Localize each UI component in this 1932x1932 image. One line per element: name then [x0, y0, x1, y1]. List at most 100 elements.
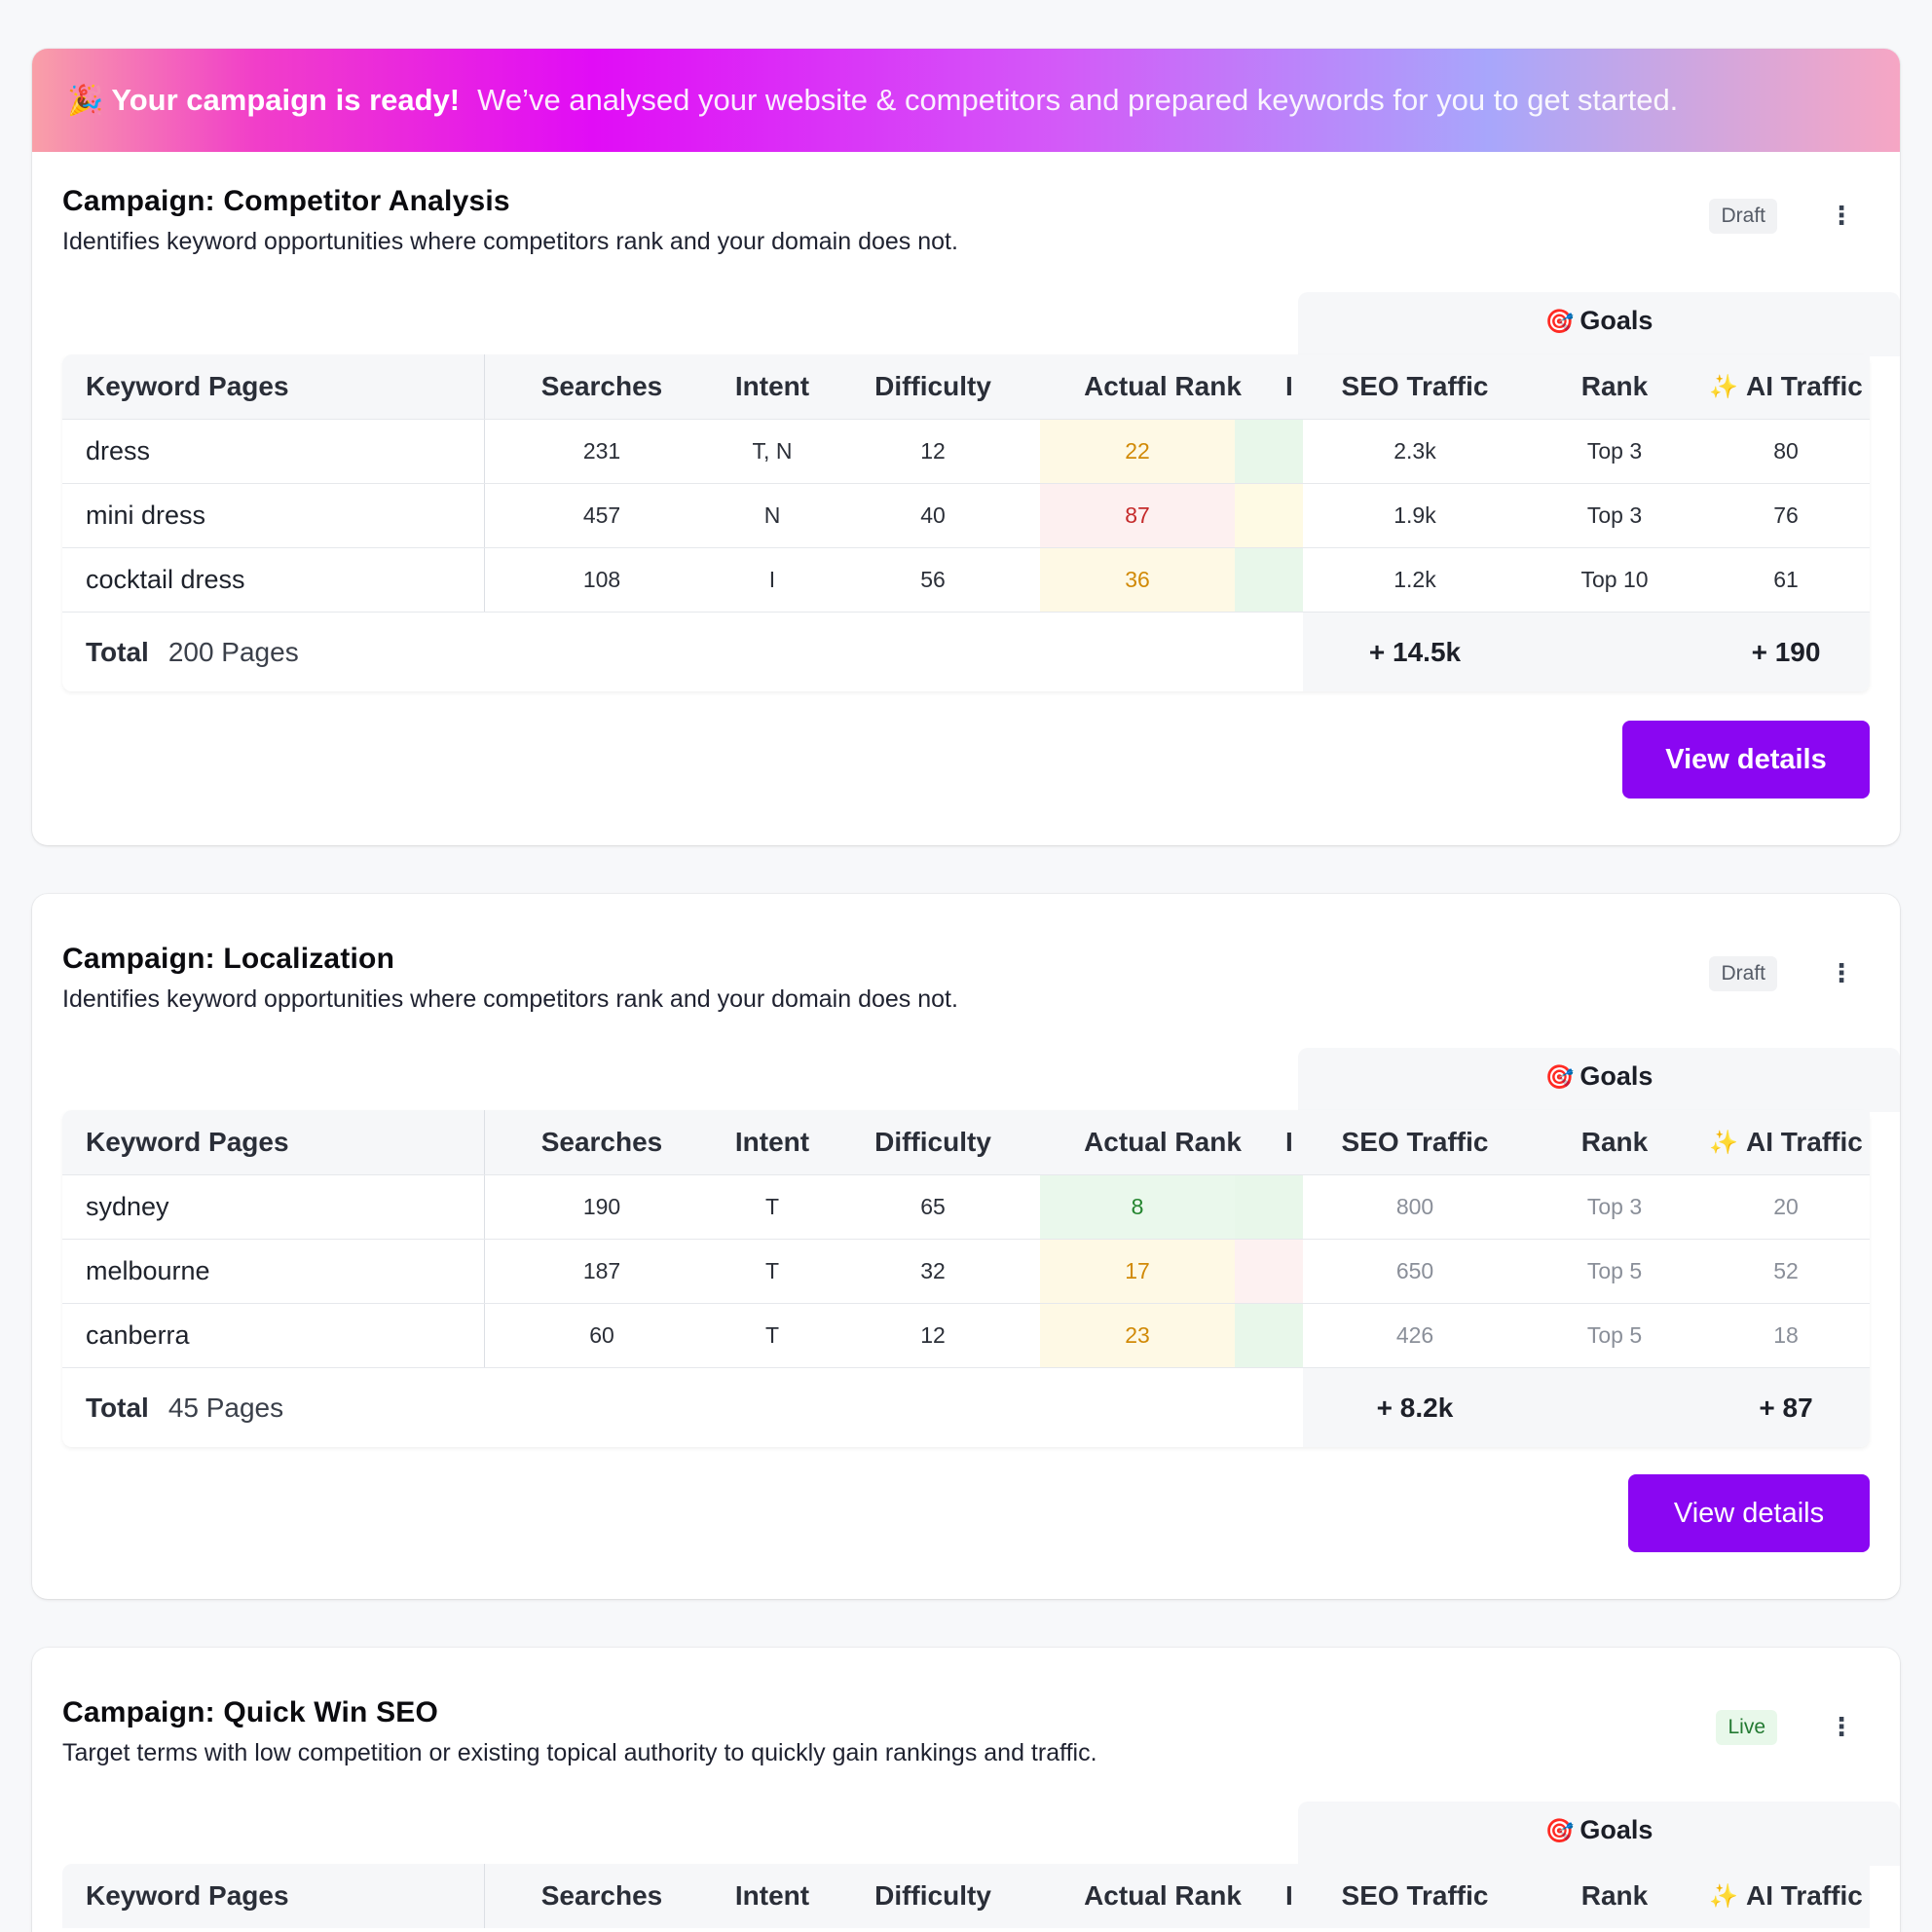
goals-label: Goals: [1579, 306, 1653, 335]
col-searches[interactable]: Searches: [540, 1880, 663, 1911]
keyword-cell: melbourne: [62, 1240, 485, 1303]
col-seo-traffic[interactable]: SEO Traffic: [1341, 371, 1489, 401]
col-keyword-pages[interactable]: Keyword Pages: [62, 354, 485, 419]
sparkles-icon: ✨: [1709, 1882, 1739, 1910]
goals-label: Goals: [1579, 1815, 1653, 1844]
col-searches[interactable]: Searches: [540, 371, 663, 401]
table-row[interactable]: dress 231 T, N 12 22 2.3k Top 3 80: [62, 419, 1870, 483]
table-header-row: Keyword Pages Searches Intent Difficulty…: [62, 354, 1870, 419]
total-ai-traffic: + 87: [1759, 1392, 1813, 1423]
banner-message: We’ve analysed your website & competitor…: [477, 83, 1679, 117]
col-keyword-pages[interactable]: Keyword Pages: [62, 1110, 485, 1174]
difficulty-cell: 12: [920, 1322, 946, 1348]
goals-panel: 🎯 Goals: [1298, 292, 1900, 356]
table-row[interactable]: cocktail dress 108 I 56 36 1.2k Top 10 6…: [62, 547, 1870, 612]
actual-rank-cell: 87: [1040, 484, 1235, 547]
table-header-row: Keyword Pages Searches Intent Difficulty…: [62, 1110, 1870, 1174]
searches-cell: 60: [589, 1322, 614, 1348]
total-seo-traffic: + 8.2k: [1376, 1392, 1454, 1423]
col-actual-rank[interactable]: Actual Rank: [1084, 371, 1242, 401]
party-popper-icon: 🎉: [67, 84, 104, 117]
total-row: Total 45 Pages + 8.2k + 87: [62, 1367, 1870, 1447]
col-ai-traffic[interactable]: ✨ AI Traffic: [1702, 1864, 1870, 1928]
table-row[interactable]: melbourne 187 T 32 17 650 Top 5 52: [62, 1239, 1870, 1303]
campaign-card-localization: Campaign: Localization Identifies keywor…: [32, 894, 1900, 1599]
seo-traffic-cell: 2.3k: [1393, 438, 1436, 464]
col-seo-traffic[interactable]: SEO Traffic: [1341, 1127, 1489, 1157]
col-keyword-pages[interactable]: Keyword Pages: [62, 1864, 485, 1928]
seo-traffic-cell: 1.2k: [1393, 567, 1436, 592]
target-icon: 🎯: [1544, 1818, 1575, 1844]
keyword-cell: dress: [62, 420, 485, 483]
rank-change-cell: [1235, 1304, 1303, 1367]
col-intent[interactable]: Intent: [734, 1880, 810, 1911]
seo-traffic-cell: 426: [1395, 1322, 1434, 1348]
table-row[interactable]: canberra 60 T 12 23 426 Top 5 18: [62, 1303, 1870, 1367]
campaign-card-competitor-analysis: 🎉 Your campaign is ready! We’ve analysed…: [32, 49, 1900, 845]
keyword-table: Keyword Pages Searches Intent Difficulty…: [62, 354, 1870, 691]
goals-label: Goals: [1579, 1061, 1653, 1091]
target-icon: 🎯: [1544, 1064, 1575, 1091]
col-ai-traffic[interactable]: ✨ AI Traffic: [1702, 354, 1870, 419]
col-difficulty[interactable]: Difficulty: [874, 371, 991, 401]
ai-traffic-cell: 80: [1773, 438, 1799, 464]
goals-header: 🎯 Goals: [1298, 1061, 1900, 1092]
col-searches[interactable]: Searches: [540, 1127, 663, 1157]
total-goals-bg: [1303, 613, 1870, 691]
total-seo-traffic: + 14.5k: [1368, 636, 1462, 667]
status-badge: Live: [1716, 1710, 1777, 1745]
ai-traffic-cell: 18: [1773, 1322, 1799, 1348]
col-goal-rank[interactable]: Rank: [1580, 1127, 1649, 1157]
total-title: Total: [86, 636, 149, 667]
col-ai-traffic-label: AI Traffic: [1746, 1880, 1863, 1911]
more-options-icon[interactable]: ⋮: [1829, 201, 1854, 230]
actual-rank-cell: 8: [1040, 1175, 1235, 1239]
goals-header-bg: [1303, 354, 1870, 419]
actual-rank-cell: 17: [1040, 1240, 1235, 1303]
col-goal-rank[interactable]: Rank: [1580, 371, 1649, 401]
col-intent[interactable]: Intent: [734, 1127, 810, 1157]
rank-change-cell: [1235, 1175, 1303, 1239]
goal-rank-cell: Top 3: [1586, 1194, 1643, 1219]
table-row[interactable]: sydney 190 T 65 8 800 Top 3 20: [62, 1174, 1870, 1239]
goals-panel: 🎯 Goals: [1298, 1048, 1900, 1112]
col-difficulty[interactable]: Difficulty: [874, 1880, 991, 1911]
goal-rank-cell: Top 3: [1586, 502, 1643, 528]
col-truncated: I: [1285, 371, 1293, 401]
more-options-icon[interactable]: ⋮: [1829, 1712, 1854, 1741]
goal-rank-cell: Top 5: [1586, 1258, 1643, 1283]
campaign-header: Campaign: Localization Identifies keywor…: [62, 943, 1870, 1014]
view-details-button[interactable]: View details: [1628, 1474, 1870, 1552]
campaign-header: Campaign: Quick Win SEO Target terms wit…: [62, 1696, 1870, 1767]
table-row[interactable]: mini dress 457 N 40 87 1.9k Top 3 76: [62, 483, 1870, 547]
view-details-button[interactable]: View details: [1622, 721, 1870, 799]
searches-cell: 231: [582, 438, 621, 464]
col-actual-rank[interactable]: Actual Rank: [1084, 1127, 1242, 1157]
total-pages: 45 Pages: [167, 1392, 284, 1423]
keyword-cell: mini dress: [62, 484, 485, 547]
rank-change-cell: [1235, 1240, 1303, 1303]
searches-cell: 190: [582, 1194, 621, 1219]
target-icon: 🎯: [1544, 309, 1575, 335]
total-label: Total 45 Pages: [86, 1368, 283, 1447]
campaign-ready-banner: 🎉 Your campaign is ready! We’ve analysed…: [32, 49, 1900, 152]
more-options-icon[interactable]: ⋮: [1829, 958, 1854, 987]
col-goal-rank[interactable]: Rank: [1580, 1880, 1649, 1911]
intent-cell: T: [764, 1258, 780, 1283]
col-difficulty[interactable]: Difficulty: [874, 1127, 991, 1157]
keyword-cell: canberra: [62, 1304, 485, 1367]
col-actual-rank[interactable]: Actual Rank: [1084, 1880, 1242, 1911]
actual-rank-cell: 36: [1040, 548, 1235, 612]
goal-rank-cell: Top 10: [1580, 567, 1649, 592]
ai-traffic-cell: 61: [1773, 567, 1799, 592]
campaign-description: Identifies keyword opportunities where c…: [62, 985, 958, 1013]
rank-change-cell: [1235, 548, 1303, 612]
col-intent[interactable]: Intent: [734, 371, 810, 401]
col-ai-traffic[interactable]: ✨ AI Traffic: [1702, 1110, 1870, 1174]
seo-traffic-cell: 650: [1395, 1258, 1434, 1283]
seo-traffic-cell: 800: [1395, 1194, 1434, 1219]
col-seo-traffic[interactable]: SEO Traffic: [1341, 1880, 1489, 1911]
campaign-title: Campaign: Competitor Analysis: [62, 185, 510, 217]
searches-cell: 187: [582, 1258, 621, 1283]
intent-cell: I: [768, 567, 776, 592]
